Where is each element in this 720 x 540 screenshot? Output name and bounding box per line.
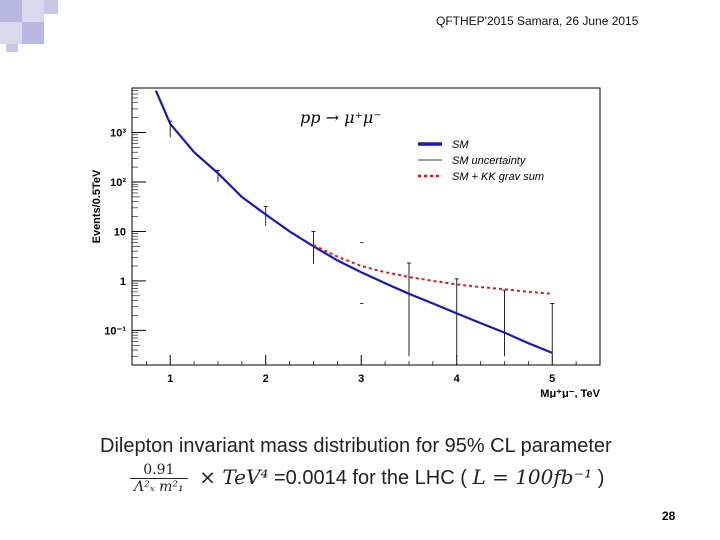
caption-formula: 0.91 Λ²ₓ m²₁ × TeV⁴ =0.0014 for the LHC … [130, 462, 604, 495]
fraction: 0.91 Λ²ₓ m²₁ [130, 462, 188, 495]
y-tick-label: 10² [110, 177, 126, 189]
chart: 1 2 3 4 5 10³ 10² 10 1 10⁻¹ Events/0.5TeV Mμ⁺μ⁻, Te… [91, 87, 601, 398]
plot-frame [131, 87, 601, 366]
luminosity: L = 100fb⁻¹ [472, 464, 593, 489]
decor-square [44, 0, 58, 14]
x-tick-label: 1 [167, 373, 173, 385]
legend-label: SM [452, 139, 469, 151]
y-tick-label: 10⁻¹ [104, 325, 126, 337]
fraction-denominator: Λ²ₓ m²₁ [134, 479, 184, 495]
caption-line-1: Dilepton invariant mass distribution for… [100, 435, 612, 457]
y-tick-label: 10 [114, 226, 126, 238]
slide-header: QFTHEP'2015 Samara, 26 June 2015 [436, 14, 639, 28]
series-line-kk-sum [313, 244, 553, 295]
legend-label: SM uncertainty [452, 155, 527, 167]
x-tick-label: 3 [358, 373, 364, 385]
x-tick-label: 5 [549, 373, 555, 385]
error-bars [168, 120, 555, 357]
y-axis-title: Events/0.5TeV [91, 169, 103, 243]
x-tick-label: 2 [263, 373, 269, 385]
decor-square [0, 0, 22, 22]
fraction-numerator: 0.91 [130, 462, 188, 479]
legend: SM SM uncertainty SM + KK grav sum [418, 139, 544, 183]
y-tick-label: 1 [120, 276, 126, 288]
ticks [132, 90, 577, 366]
y-tick-label: 10³ [110, 128, 126, 140]
decor-square [6, 44, 18, 52]
process-label: pp → μ⁺μ⁻ [300, 108, 382, 127]
tev-factor: × TeV⁴ [199, 464, 269, 489]
closing-paren: ) [597, 466, 605, 489]
tick-labels: 1 2 3 4 5 10³ 10² 10 1 10⁻¹ Events/0.5TeV Mμ⁺μ⁻, Te… [91, 108, 601, 398]
legend-label: SM + KK grav sum [452, 171, 544, 183]
decor-square [0, 22, 22, 44]
series-lines [154, 90, 553, 354]
page-number: 28 [662, 509, 676, 523]
axes [131, 87, 601, 366]
constraint-value: =0.0014 for the LHC ( [273, 466, 467, 489]
decor-square [22, 0, 44, 22]
series-line-sm [154, 90, 553, 354]
x-axis-title: Mμ⁺μ⁻, TeV [540, 388, 600, 398]
x-tick-label: 4 [454, 373, 461, 385]
decor-square [22, 22, 44, 44]
